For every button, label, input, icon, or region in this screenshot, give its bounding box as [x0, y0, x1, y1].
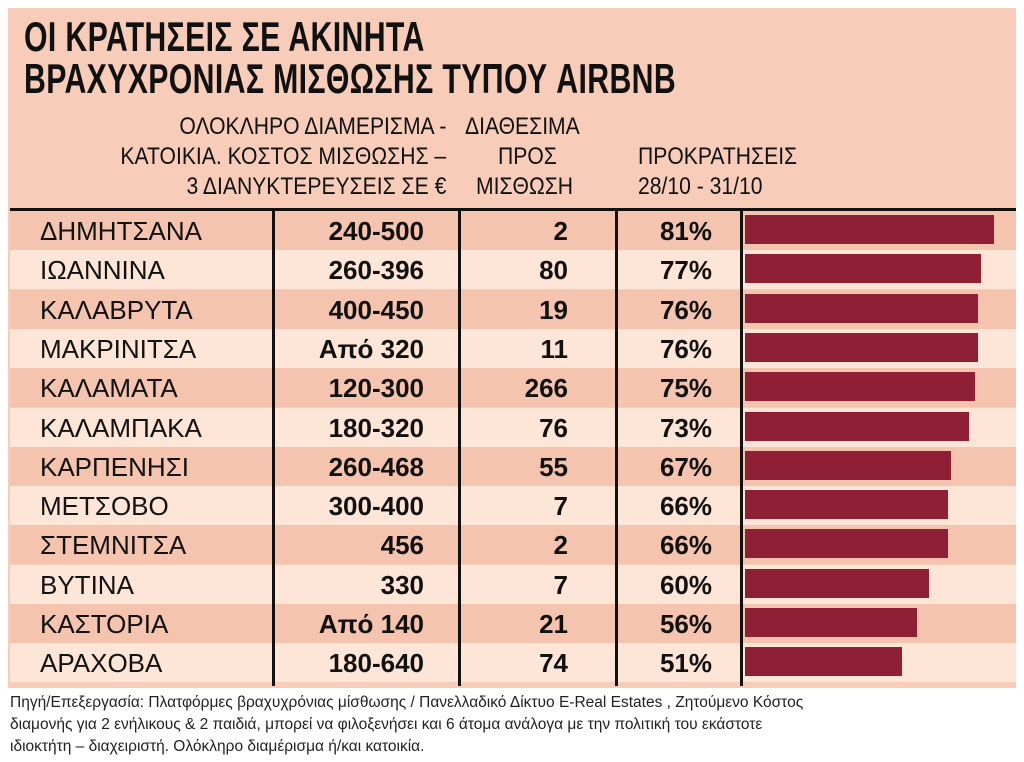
- town-name: ΑΡΑΧΟΒΑ: [40, 648, 163, 679]
- cost-value: 300-400: [328, 491, 424, 522]
- available-value: 55: [539, 451, 568, 482]
- town-name: ΚΑΡΠΕΝΗΣΙ: [40, 451, 189, 482]
- bookings-label: 66%: [659, 491, 712, 522]
- town-name: ΚΑΣΤΟΡΙΑ: [40, 609, 169, 639]
- header-available-1: ΔΙΑΘΕΣΙΜΑ: [465, 113, 580, 140]
- available-value: 7: [553, 491, 568, 522]
- table-row: ΜΕΤΣΟΒΟ 300-400 7 66%: [10, 486, 1016, 526]
- bookings-bar: [745, 490, 948, 520]
- bookings-bar: [745, 647, 902, 677]
- header-cost-1: ΟΛΟΚΛΗΡΟ ΔΙΑΜΕΡΙΣΜΑ -: [179, 113, 446, 140]
- available-value: 266: [524, 373, 568, 404]
- town-name: ΚΑΛΑΜΠΑΚΑ: [40, 412, 202, 443]
- bookings-label: 67%: [659, 451, 712, 482]
- table-row: ΚΑΛΑΜΑΤΑ 120-300 266 75%: [10, 368, 1016, 408]
- cost-value: 180-320: [328, 412, 424, 443]
- table-row: ΚΑΛΑΜΠΑΚΑ 180-320 76 73%: [10, 407, 1016, 447]
- table-row: ΔΗΜΗΤΣΑΝΑ 240-500 2 81%: [10, 211, 1016, 250]
- table-row: ΑΡΑΧΟΒΑ 180-640 74 51%: [10, 643, 1016, 683]
- cost-value: Από 320: [318, 333, 424, 364]
- available-value: 2: [553, 216, 568, 246]
- bookings-bar: [745, 254, 982, 284]
- town-name: ΚΑΛΑΜΑΤΑ: [40, 373, 178, 404]
- bookings-bar: [745, 608, 917, 637]
- town-name: ΚΑΛΑΒΡΥΤΑ: [40, 294, 193, 325]
- table-row: ΒΥΤΙΝΑ 330 7 60%: [10, 564, 1016, 604]
- bookings-label: 77%: [659, 255, 712, 286]
- footnote-line: διαμονής για 2 ενήλικους & 2 παιδιά, μπο…: [10, 716, 763, 733]
- bookings-label: 81%: [659, 216, 712, 246]
- cost-value: 120-300: [328, 373, 424, 404]
- bookings-bar: [745, 372, 976, 402]
- header-bookings-1: ΠΡΟΚΡΑΤΗΣΕΙΣ: [638, 143, 798, 170]
- town-name: ΙΩΑΝΝΙΝΑ: [40, 255, 165, 286]
- cost-value: 180-640: [328, 648, 424, 679]
- bookings-bar: [745, 450, 951, 480]
- footnote: Πηγή/Επεξεργασία: Πλατφόρμες βραχυχρόνια…: [10, 692, 1020, 758]
- table-row: ΙΩΑΝΝΙΝΑ 260-396 80 77%: [10, 250, 1016, 290]
- bookings-label: 51%: [659, 648, 712, 679]
- footnote-line: ιδιοκτήτη – διαχειριστή. Ολόκληρο διαμέρ…: [10, 738, 425, 755]
- town-name: ΜΑΚΡΙΝΙΤΣΑ: [40, 333, 197, 364]
- column-divider: [740, 211, 743, 686]
- column-divider: [458, 211, 461, 686]
- table-row: ΜΑΚΡΙΝΙΤΣΑ Από 320 11 76%: [10, 328, 1016, 368]
- town-name: ΜΕΤΣΟΒΟ: [40, 491, 169, 522]
- town-name: ΒΥΤΙΝΑ: [40, 569, 134, 600]
- bookings-label: 76%: [659, 294, 712, 325]
- bookings-label: 76%: [659, 333, 712, 364]
- column-divider: [615, 211, 618, 686]
- available-value: 19: [539, 294, 568, 325]
- bookings-bar: [745, 332, 979, 362]
- header-cost-3: 3 ΔΙΑΝΥΚΤΕΡΕΥΣΕΙΣ ΣΕ €: [186, 173, 446, 200]
- bookings-label: 75%: [659, 373, 712, 404]
- bookings-label: 60%: [659, 569, 712, 600]
- footnote-line: Πηγή/Επεξεργασία: Πλατφόρμες βραχυχρόνια…: [10, 694, 804, 711]
- bookings-bar: [745, 215, 994, 244]
- cost-value: 456: [380, 530, 424, 561]
- cost-value: 400-450: [328, 294, 424, 325]
- table-row: ΚΑΣΤΟΡΙΑ Από 140 21 56%: [10, 604, 1016, 643]
- column-divider: [272, 211, 275, 686]
- table-row: ΚΑΛΑΒΡΥΤΑ 400-450 19 76%: [10, 289, 1016, 329]
- bookings-label: 66%: [659, 530, 712, 561]
- header-cost-2: ΚΑΤΟΙΚΙΑ. ΚΟΣΤΟΣ ΜΙΣΘΩΣΗΣ –: [120, 143, 446, 170]
- available-value: 74: [539, 648, 568, 679]
- available-value: 80: [539, 255, 568, 286]
- cost-value: 260-468: [328, 451, 424, 482]
- bookings-bar: [745, 529, 948, 559]
- available-value: 11: [540, 333, 569, 364]
- header-rule: [10, 208, 1016, 211]
- title-line-1: ΟΙ ΚΡΑΤΗΣΕΙΣ ΣΕ ΑΚΙΝΗΤΑ: [24, 13, 425, 60]
- cost-value: 240-500: [328, 216, 424, 246]
- bookings-label: 73%: [659, 412, 712, 443]
- town-name: ΔΗΜΗΤΣΑΝΑ: [40, 216, 202, 246]
- available-value: 21: [539, 609, 568, 639]
- cost-value: 330: [380, 569, 424, 600]
- cost-value: 260-396: [328, 255, 424, 286]
- cost-value: Από 140: [318, 609, 424, 639]
- available-value: 7: [553, 569, 568, 600]
- bookings-bar: [745, 411, 970, 441]
- title-line-2: ΒΡΑΧΥΧΡΟΝΙΑΣ ΜΙΣΘΩΣΗΣ ΤΥΠΟΥ AIRBNB: [24, 55, 677, 102]
- bookings-bar: [745, 293, 979, 323]
- header-available-3: ΜΙΣΘΩΣΗ: [476, 173, 574, 200]
- bookings-label: 56%: [659, 609, 712, 639]
- bookings-bar: [745, 568, 930, 598]
- table-row: ΚΑΡΠΕΝΗΣΙ 260-468 55 67%: [10, 446, 1016, 486]
- table-row: ΣΤΕΜΝΙΤΣΑ 456 2 66%: [10, 525, 1016, 565]
- town-name: ΣΤΕΜΝΙΤΣΑ: [40, 530, 187, 561]
- available-value: 76: [539, 412, 568, 443]
- header-bookings-2: 28/10 - 31/10: [638, 173, 763, 200]
- header-available-2: ΠΡΟΣ: [498, 143, 557, 170]
- available-value: 2: [553, 530, 568, 561]
